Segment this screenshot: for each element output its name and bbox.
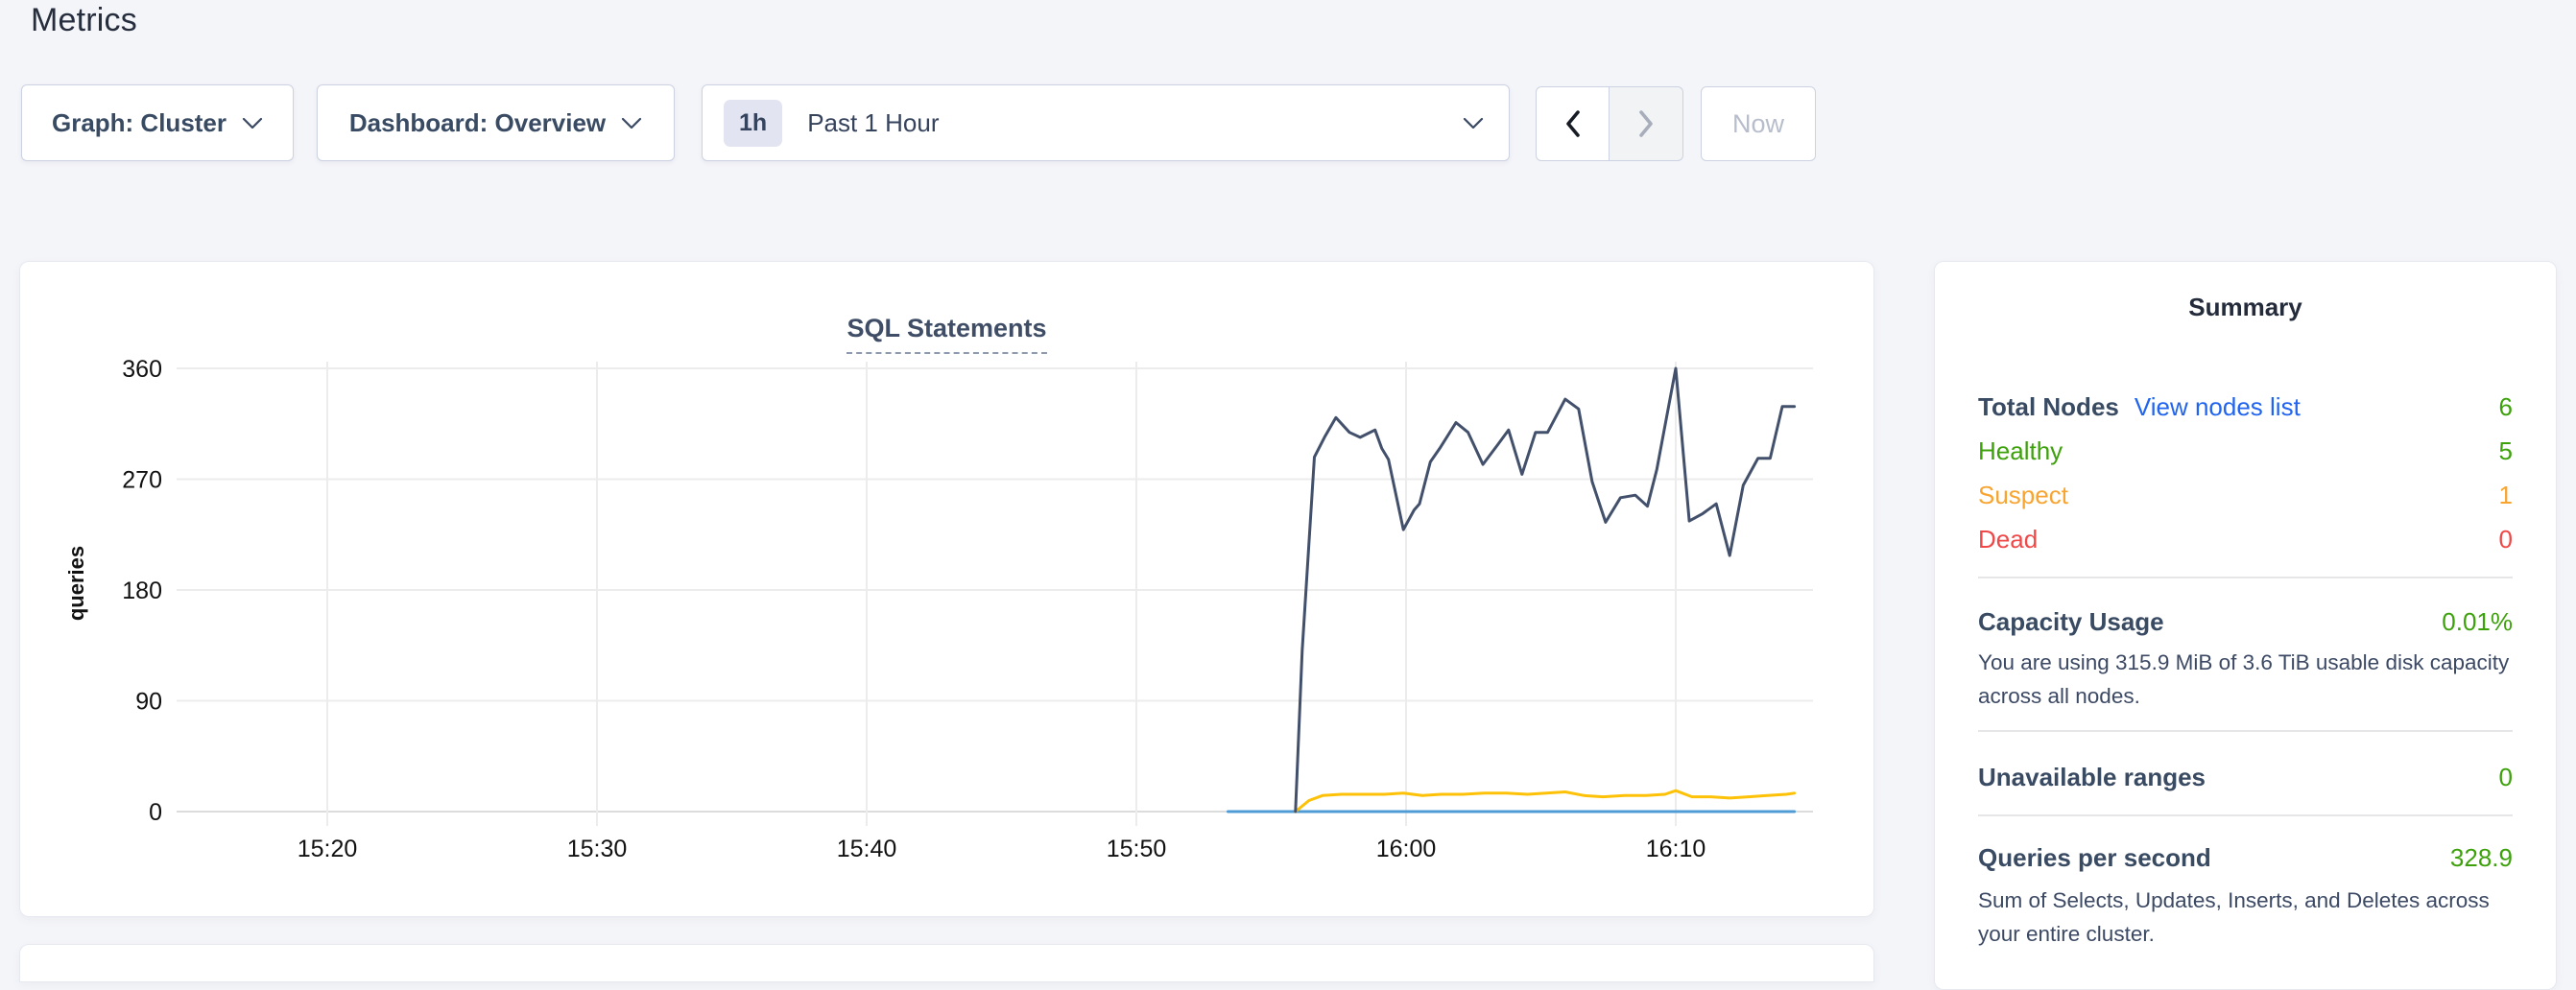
total-nodes-value: 6	[2498, 391, 2513, 421]
capacity-usage-value: 0.01%	[2442, 606, 2513, 636]
view-nodes-list-link[interactable]: View nodes list	[2134, 391, 2301, 421]
chart-title[interactable]: SQL Statements	[847, 314, 1047, 354]
unavailable-ranges-row: Unavailable ranges 0	[1978, 759, 2513, 795]
next-chart-card-partial	[19, 944, 1874, 982]
time-range-badge: 1h	[724, 99, 783, 147]
capacity-usage-label: Capacity Usage	[1978, 606, 2164, 636]
divider	[1978, 814, 2513, 816]
queries-per-second-description: Sum of Selects, Updates, Inserts, and De…	[1978, 888, 2490, 946]
summary-panel: Summary Total Nodes View nodes list 6 He…	[1934, 261, 2557, 990]
dead-value: 0	[2498, 524, 2513, 554]
suspect-nodes-row: Suspect 1	[1978, 476, 2513, 514]
time-range-label: Past 1 Hour	[807, 107, 940, 137]
time-range-selector[interactable]: 1h Past 1 Hour	[702, 84, 1510, 161]
capacity-usage-description: You are using 315.9 MiB of 3.6 TiB usabl…	[1978, 650, 2510, 708]
chevron-down-icon	[1463, 117, 1484, 129]
prev-time-button[interactable]	[1536, 86, 1610, 161]
healthy-value: 5	[2498, 436, 2513, 465]
svg-text:360: 360	[122, 356, 162, 383]
svg-text:queries: queries	[64, 546, 88, 621]
dead-nodes-row: Dead 0	[1978, 520, 2513, 558]
sql-statements-chart-card: SQL Statements 0 90 180 270 360 15:20 15:30 15:…	[19, 261, 1874, 917]
svg-text:15:50: 15:50	[1107, 836, 1167, 862]
queries-per-second-value: 328.9	[2449, 842, 2513, 872]
healthy-label: Healthy	[1978, 436, 2063, 465]
dashboard-dropdown[interactable]: Dashboard: Overview	[317, 84, 675, 161]
dashboard-dropdown-label: Dashboard: Overview	[348, 107, 607, 137]
chart-title-wrap: SQL Statements	[20, 314, 1873, 354]
chevron-down-icon	[622, 117, 642, 129]
divider	[1978, 730, 2513, 732]
chevron-down-icon	[242, 117, 263, 129]
metrics-page: Metrics Graph: Cluster Dashboard: Overvi…	[19, 2, 2557, 990]
svg-text:16:10: 16:10	[1646, 836, 1706, 862]
suspect-label: Suspect	[1978, 480, 2068, 509]
chevron-right-icon	[1639, 110, 1653, 137]
unavailable-ranges-label: Unavailable ranges	[1978, 762, 2206, 791]
chevron-left-icon	[1565, 110, 1580, 137]
svg-text:90: 90	[135, 689, 162, 716]
total-nodes-row: Total Nodes View nodes list 6	[1978, 388, 2513, 426]
healthy-nodes-row: Healthy 5	[1978, 432, 2513, 470]
graph-dropdown[interactable]: Graph: Cluster	[21, 84, 294, 161]
svg-text:15:40: 15:40	[837, 836, 897, 862]
queries-per-second-label: Queries per second	[1978, 842, 2211, 872]
total-nodes-label: Total Nodes	[1978, 391, 2119, 421]
graph-dropdown-label: Graph: Cluster	[51, 107, 227, 137]
svg-text:180: 180	[122, 578, 162, 604]
queries-per-second-row: Queries per second 328.9	[1978, 839, 2513, 876]
divider	[1978, 577, 2513, 578]
svg-text:270: 270	[122, 467, 162, 494]
capacity-usage-row: Capacity Usage 0.01%	[1978, 603, 2513, 640]
unavailable-ranges-value: 0	[2498, 762, 2513, 791]
suspect-value: 1	[2498, 480, 2513, 509]
time-pager	[1536, 86, 1683, 161]
svg-text:16:00: 16:00	[1376, 836, 1437, 862]
svg-text:15:20: 15:20	[298, 836, 358, 862]
next-time-button[interactable]	[1610, 86, 1683, 161]
svg-text:15:30: 15:30	[567, 836, 628, 862]
page-title: Metrics	[31, 2, 137, 38]
now-button[interactable]: Now	[1701, 86, 1816, 161]
svg-text:0: 0	[149, 799, 162, 826]
sql-statements-chart[interactable]: 0 90 180 270 360 15:20 15:30 15:40 15:50 16:00 16:…	[20, 262, 1873, 916]
summary-title: Summary	[2188, 293, 2302, 321]
dead-label: Dead	[1978, 524, 2039, 554]
